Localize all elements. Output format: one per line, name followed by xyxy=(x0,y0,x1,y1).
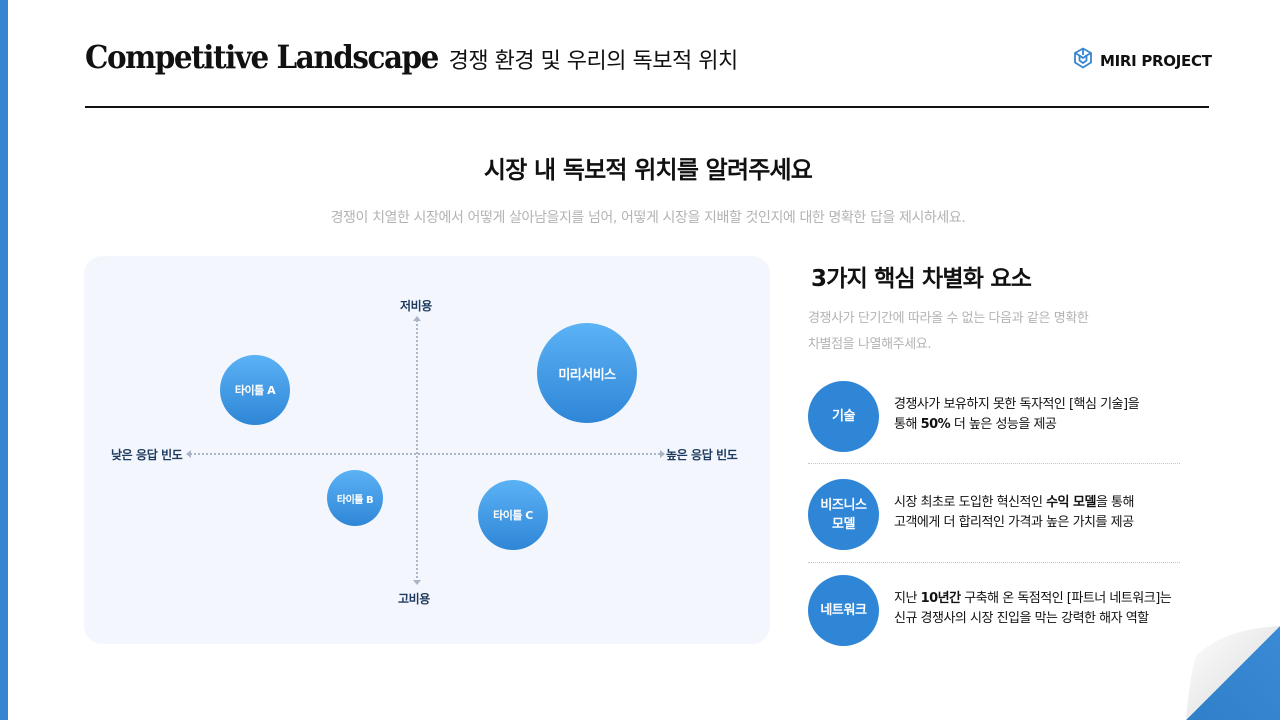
badge-line-1: 비즈니스 xyxy=(820,497,867,513)
axis-label-left: 낮은 응답 빈도 xyxy=(111,448,183,462)
positioning-map-panel xyxy=(84,256,770,644)
highlight-text: 50% xyxy=(920,417,951,432)
highlight-text: 10년간 xyxy=(920,591,962,606)
bubble-label: 타이틀 A xyxy=(234,384,276,397)
axis-label-right: 높은 응답 빈도 xyxy=(666,448,738,462)
feature-line-2: 신규 경쟁사의 시장 진입을 막는 강력한 해자 역할 xyxy=(894,611,1149,626)
feature-description: 경쟁사가 보유하지 못한 독자적인 [핵심 기술]을 통해 50% 더 높은 성… xyxy=(894,395,1214,435)
bubble-title-b: 타이틀 B xyxy=(327,470,383,526)
differentiators-title: 3가지 핵심 차별화 요소 xyxy=(811,266,1032,292)
page-title: Competitive Landscape 경쟁 환경 및 우리의 독보적 위치 xyxy=(85,38,738,76)
cube-icon xyxy=(1073,47,1093,74)
feature-line-1: 경쟁사가 보유하지 못한 독자적인 [핵심 기술]을 xyxy=(894,397,1140,412)
bubble-label: 타이틀 C xyxy=(493,509,533,522)
arrow-right-icon xyxy=(660,450,665,458)
feature-line-2: 통해 50% 더 높은 성능을 제공 xyxy=(894,415,1214,435)
horizontal-axis xyxy=(190,453,660,455)
brand-name: MIRI PROJECT xyxy=(1100,51,1212,70)
page-curl-decoration xyxy=(1176,616,1280,720)
bubble-label: 타이틀 B xyxy=(336,494,374,506)
feature-line-1: 지난 10년간 구축해 온 독점적인 [파트너 네트워크]는 xyxy=(894,589,1214,609)
feature-line-2: 고객에게 더 합리적인 가격과 높은 가치를 제공 xyxy=(894,515,1134,530)
axis-label-bottom: 고비용 xyxy=(398,592,430,606)
text-segment: 더 높은 성능을 제공 xyxy=(950,417,1057,432)
section-title: 시장 내 독보적 위치를 알려주세요 xyxy=(483,156,813,184)
feature-description: 지난 10년간 구축해 온 독점적인 [파트너 네트워크]는 신규 경쟁사의 시… xyxy=(894,589,1214,629)
description-line-1: 경쟁사가 단기간에 따라올 수 없는 다음과 같은 명확한 xyxy=(808,311,1089,326)
feature-badge: 기술 xyxy=(808,381,879,452)
badge-label: 기술 xyxy=(831,409,856,424)
brand-logo: MIRI PROJECT xyxy=(1073,47,1212,74)
arrow-left-icon xyxy=(186,450,191,458)
page-title-english: Competitive Landscape xyxy=(85,38,439,76)
text-segment: 구축해 온 독점적인 [파트너 네트워크]는 xyxy=(960,591,1172,606)
header-divider xyxy=(85,106,1209,108)
bubble-label: 미리서비스 xyxy=(558,367,616,383)
axis-label-top: 저비용 xyxy=(400,299,432,313)
arrow-down-icon xyxy=(413,580,421,585)
feature-item-technology: 기술 경쟁사가 보유하지 못한 독자적인 [핵심 기술]을 통해 50% 더 높… xyxy=(808,381,1208,453)
badge-label: 네트워크 xyxy=(820,603,867,618)
differentiators-description: 경쟁사가 단기간에 따라올 수 없는 다음과 같은 명확한 차별점을 나열해주세… xyxy=(808,306,1168,358)
feature-badge: 네트워크 xyxy=(808,575,879,646)
feature-divider xyxy=(808,463,1180,464)
highlight-text: 수익 모델 xyxy=(1046,495,1096,510)
section-subtitle: 경쟁이 치열한 시장에서 어떻게 살아남을지를 넘어, 어떻게 시장을 지배할 … xyxy=(330,210,966,226)
bubble-title-c: 타이틀 C xyxy=(478,480,548,550)
arrow-up-icon xyxy=(413,316,421,321)
description-line-2: 차별점을 나열해주세요. xyxy=(808,337,932,352)
feature-item-network: 네트워크 지난 10년간 구축해 온 독점적인 [파트너 네트워크]는 신규 경… xyxy=(808,575,1208,647)
left-accent-bar xyxy=(0,0,8,720)
vertical-axis xyxy=(416,320,418,582)
text-segment: 지난 xyxy=(894,591,921,606)
feature-divider xyxy=(808,562,1180,563)
bubble-miri-service: 미리서비스 xyxy=(537,323,637,423)
text-segment: 통해 xyxy=(894,417,921,432)
bubble-title-a: 타이틀 A xyxy=(220,355,290,425)
feature-line-1: 시장 최초로 도입한 혁신적인 수익 모델을 통해 xyxy=(894,493,1214,513)
text-segment: 을 통해 xyxy=(1095,495,1135,510)
text-segment: 시장 최초로 도입한 혁신적인 xyxy=(894,495,1047,510)
feature-description: 시장 최초로 도입한 혁신적인 수익 모델을 통해 고객에게 더 합리적인 가격… xyxy=(894,493,1214,533)
badge-line-2: 모델 xyxy=(831,516,856,532)
page-title-korean: 경쟁 환경 및 우리의 독보적 위치 xyxy=(448,49,739,74)
